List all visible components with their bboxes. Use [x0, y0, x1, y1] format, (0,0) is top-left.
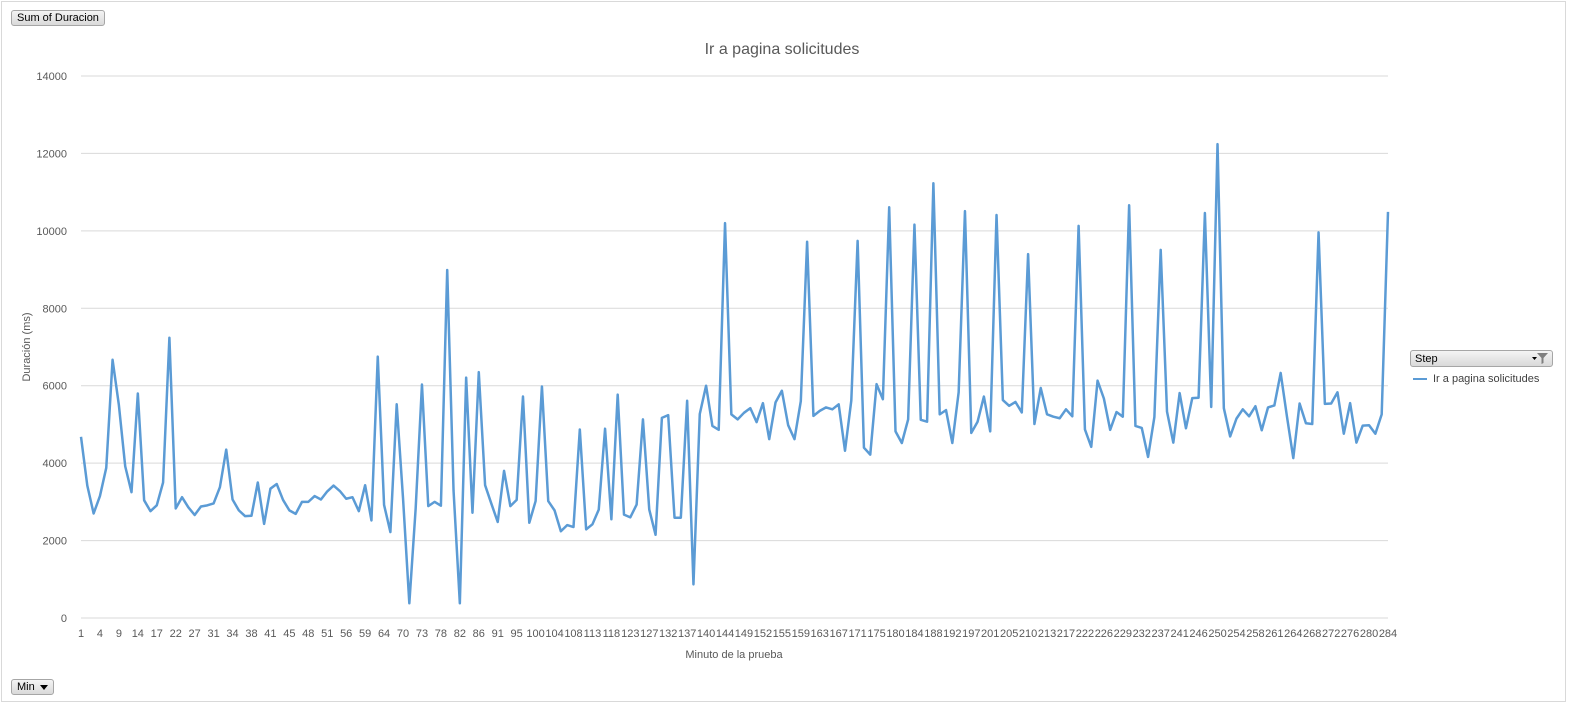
legend-swatch — [1413, 378, 1427, 380]
step-field-label: Step — [1415, 353, 1438, 365]
dropdown-arrow-icon — [39, 685, 48, 690]
legend-label: Ir a pagina solicitudes — [1433, 373, 1540, 385]
min-field-label: Min — [17, 681, 35, 693]
filter-icon — [1532, 353, 1548, 364]
step-field-filter-button[interactable]: Step — [1410, 350, 1553, 367]
min-field-dropdown[interactable]: Min — [11, 679, 54, 695]
sum-of-duracion-button[interactable]: Sum of Duracion — [11, 10, 105, 26]
legend-entry: Ir a pagina solicitudes — [1413, 373, 1539, 385]
